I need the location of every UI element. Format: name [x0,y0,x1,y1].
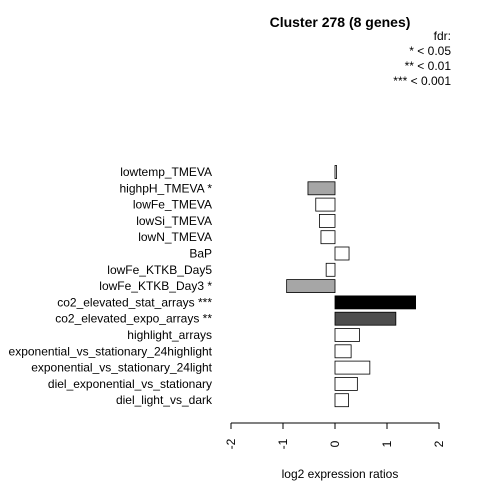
x-tick-label: -1 [276,438,290,449]
bar [334,295,416,310]
chart-title: Cluster 278 (8 genes) [270,14,411,30]
category-label: co2_elevated_expo_arrays ** [55,312,212,326]
bar [307,181,336,196]
x-tick-label: 2 [432,440,446,447]
category-label: diel_light_vs_dark [116,393,213,407]
category-label: exponential_vs_stationary_24light [31,361,212,375]
category-label: lowFe_KTKB_Day5 [107,263,212,277]
category-label: BaP [189,247,212,261]
category-labels: lowtemp_TMEVA highpH_TMEVA * lowFe_TMEVAlo… [9,165,213,407]
category-label: co2_elevated_stat_arrays *** [57,295,212,309]
legend-entry: ** < 0.01 [405,59,452,73]
x-tick-label: 1 [380,440,394,447]
bar [334,311,397,326]
bar [334,344,352,359]
category-label: lowFe_KTKB_Day3 * [99,279,212,293]
category-label: diel_exponential_vs_stationary [48,377,212,391]
bar [315,197,336,212]
category-label: lowN_TMEVA [138,230,212,244]
category-label: exponential_vs_stationary_24highlight [9,344,213,358]
x-tick-label: 0 [328,440,342,447]
category-label: lowtemp_TMEVA [120,165,212,179]
bar [334,393,349,408]
category-label: lowFe_TMEVA [133,198,212,212]
bars [286,165,416,408]
legend-title: fdr: [434,29,451,43]
bar [334,328,360,342]
bar [334,360,371,375]
bar [334,165,337,179]
category-label: highpH_TMEVA * [120,181,213,195]
fdr-legend: fdr: * < 0.05 ** < 0.01 *** < 0.001 [393,29,451,88]
x-axis: -2 -1 0 1 2 [224,422,446,449]
legend-entry: * < 0.05 [409,44,451,58]
category-label: highlight_arrays [127,328,212,342]
bar [325,262,336,277]
bar [286,279,336,294]
bar [320,230,336,245]
x-axis-title: log2 expression ratios [282,467,399,481]
legend-entry: *** < 0.001 [393,74,451,88]
category-label: lowSi_TMEVA [136,214,212,228]
bar [318,213,336,228]
x-tick-label: -2 [224,438,238,449]
bar [334,246,350,261]
bar [334,376,358,391]
